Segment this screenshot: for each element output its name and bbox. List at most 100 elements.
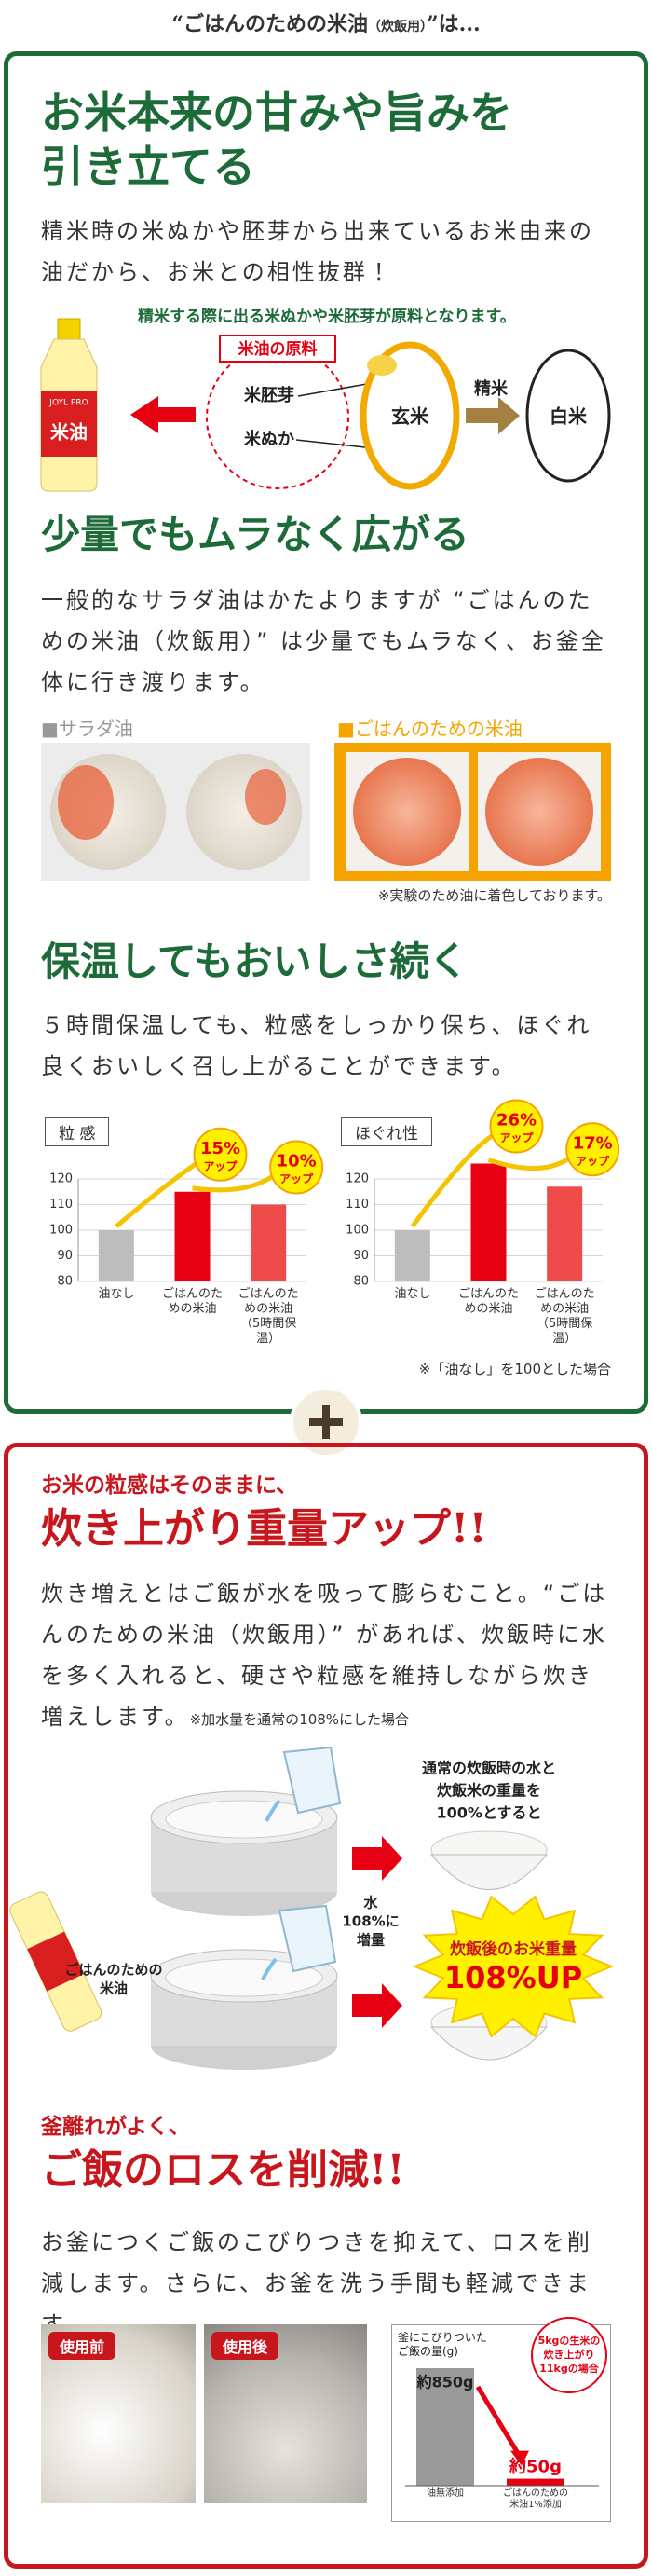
section-title: お米本来の甘みや旨みを 引き立てる: [41, 86, 512, 194]
badge: [531, 2317, 607, 2393]
chart: 約850g 約50g 5kgの生米の 炊き上がり 11kgの場合 釜にこびりついたご飯の量…: [391, 2317, 611, 2522]
section-body: 一般的なサラダ油はかたよりますが “ごはんのための米油（炊飯用）” は少量でもム…: [41, 587, 606, 695]
starburst: [412, 1895, 615, 2038]
arrow: [115, 1161, 197, 1228]
pitcher: [265, 1746, 342, 1822]
x-tick-label: ごはんのための米油（5時間保温）: [534, 1287, 595, 1346]
annotation-sub: アップ: [203, 1158, 238, 1172]
bottle: JOYL PRO 米油: [40, 318, 98, 492]
y-tick-label: 90: [353, 1249, 369, 1263]
header-small: （炊飯用）: [368, 20, 427, 34]
x-tick-label: ごはんのための米油: [457, 1287, 519, 1316]
pitcher: [261, 1904, 337, 1980]
comparison-photos: [41, 743, 611, 881]
bar: [416, 2368, 474, 2486]
x-tick-label: 油なし: [98, 1287, 135, 1301]
bottle-label: 米油: [100, 1980, 128, 1997]
bar: [174, 1191, 211, 1281]
arrow: [352, 1983, 402, 2028]
y-tick-label: 110: [49, 1198, 73, 1212]
chart-title: 粒 感: [45, 1117, 110, 1146]
y-tick-label: 100: [346, 1224, 369, 1238]
brown-rice-label: 玄米: [391, 405, 429, 428]
bottle-label: ごはんのための: [64, 1962, 162, 1979]
section-title: ご飯のロスを削減!!: [41, 2146, 405, 2194]
y-tick-label: 120: [49, 1172, 73, 1186]
oil-spot: [245, 769, 286, 825]
source-badge: [219, 335, 336, 363]
plate: [485, 758, 593, 866]
water-text: 水: [362, 1895, 378, 1911]
photo-label: 使用前: [48, 2332, 116, 2360]
badge: [269, 1140, 324, 1195]
body-note: ※加水量を通常の108%にした場合: [189, 1711, 410, 1728]
bottle-name: 米油: [50, 421, 88, 444]
bottle-brand: JOYL PRO: [48, 399, 88, 408]
leader: [297, 381, 378, 397]
arrow: [475, 2385, 523, 2458]
lead: お米の粒感はそのままに、: [41, 1473, 298, 1498]
result-value: 108%UP: [444, 1960, 582, 1995]
x-tick-label: ごはんのための米油（5時間保温）: [238, 1287, 299, 1346]
annotation-sub: アップ: [279, 1172, 314, 1185]
badge: [489, 1099, 544, 1154]
section-body: 精米時の米ぬかや胚芽から出来ているお米由来の油だから、お米との相性抜群！: [41, 218, 594, 285]
water-text: 108%に: [342, 1913, 399, 1930]
note: ※実験のため油に着色しております。: [377, 887, 611, 904]
source-circle: [206, 346, 349, 489]
annotation: 10%: [277, 1152, 317, 1172]
y-tick-label: 120: [346, 1172, 369, 1186]
photo-after: 使用後: [204, 2324, 367, 2503]
title-line: 引き立てる: [41, 142, 255, 192]
rice-diagram: 精米する際に出る米ぬかや米胚芽が原料となります。 JOYL PRO 米油 米油の…: [40, 307, 611, 492]
arrow-head: [510, 2450, 529, 2466]
baseline-text: 通常の炊飯時の水と: [422, 1760, 556, 1777]
photo-before: 使用前: [41, 2324, 196, 2503]
baseline-text: 100%とすると: [437, 1804, 542, 1822]
y-tick-label: 80: [57, 1275, 73, 1289]
y-tick-label: 90: [57, 1249, 73, 1263]
source-label: 米油の原料: [238, 339, 318, 359]
annotation: 5kgの生米の: [538, 2334, 601, 2347]
x-tick-label: 油無添加: [427, 2488, 464, 2499]
arrow: [466, 397, 520, 434]
y-tick-label: 80: [353, 1275, 369, 1289]
arrow: [130, 396, 196, 433]
baseline-text: 炊飯米の重量を: [437, 1782, 541, 1800]
arrow: [192, 1174, 274, 1193]
germ-label: 米胚芽: [244, 385, 294, 405]
bar: [98, 1230, 134, 1281]
annotation: 15%: [200, 1139, 240, 1158]
chart: 80 90 100 110 120 15% アップ 10% アップ粒 感油なし ごはんのための米油…: [41, 1114, 324, 1351]
x-tick-label: ごはんのための米油1%添加: [503, 2488, 568, 2510]
bar: [394, 1230, 430, 1281]
white-rice-label: 白米: [550, 405, 588, 428]
bottle: [9, 1891, 102, 2032]
rice-oil-label: ■ごはんのための米油: [337, 718, 523, 740]
caption: 精米する際に出る米ぬかや米胚芽が原料となります。: [138, 307, 516, 326]
bar: [547, 1186, 583, 1281]
bran-label: 米ぬか: [244, 429, 294, 449]
germ: [367, 355, 397, 376]
header-text: “ごはんのための米油: [171, 12, 368, 36]
y-tick-label: 100: [49, 1224, 73, 1238]
water-text: 増量: [357, 1932, 385, 1949]
section-body: ５時間保温しても、粒感をしっかり保ち、ほぐれ良くおいしく召し上がることができます…: [41, 1012, 592, 1079]
x-tick-label: 油なし: [394, 1287, 431, 1301]
badge: [565, 1122, 620, 1177]
chart: 80 90 100 110 120 26% アップ 17% アップ ほぐれ性 油なし ごはんのための米…: [337, 1099, 620, 1351]
oil-spot: [58, 765, 114, 840]
section-title: 炊き上がり重量アップ!!: [41, 1505, 487, 1553]
plate: [186, 754, 302, 870]
x-tick-label: ごはんのための米油: [161, 1287, 223, 1316]
arrow: [410, 1133, 494, 1228]
annotation-sub: アップ: [576, 1154, 610, 1168]
arrow: [352, 1836, 402, 1881]
value-label: 約850g: [416, 2374, 474, 2391]
annotation: 17%: [573, 1133, 613, 1153]
brown-rice: [360, 341, 460, 490]
annotation: 炊き上がり: [544, 2348, 595, 2361]
